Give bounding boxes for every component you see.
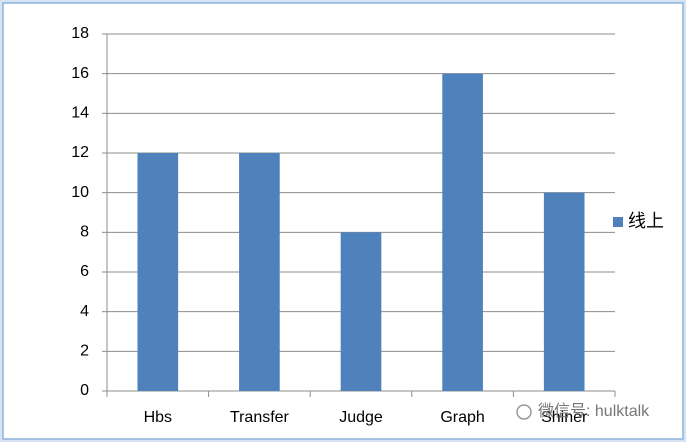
y-tick-label: 18 (71, 25, 89, 42)
bar (543, 192, 585, 391)
y-tick-label: 4 (80, 303, 89, 320)
y-tick-label: 12 (71, 144, 89, 161)
y-tick-label: 6 (80, 263, 89, 280)
bar (442, 73, 483, 392)
watermark: 微信号: hulktalk (538, 402, 650, 420)
bar (239, 153, 280, 391)
y-tick-label: 14 (71, 105, 89, 122)
x-tick-label: Transfer (230, 409, 290, 426)
legend-swatch (613, 217, 623, 227)
y-tick-label: 10 (71, 184, 89, 201)
y-tick-label: 16 (71, 65, 89, 82)
y-tick-label: 0 (80, 382, 89, 399)
x-tick-label: Shiner (541, 409, 588, 426)
bar (340, 232, 382, 391)
x-tick-label: Hbs (144, 409, 172, 426)
y-tick-label: 8 (80, 224, 89, 241)
legend-label: 线上 (628, 211, 664, 231)
y-tick-label: 2 (80, 343, 89, 360)
x-tick-label: Judge (339, 409, 383, 426)
x-tick-label: Graph (440, 409, 484, 426)
watermark-icon (516, 404, 532, 420)
bar (137, 153, 179, 391)
